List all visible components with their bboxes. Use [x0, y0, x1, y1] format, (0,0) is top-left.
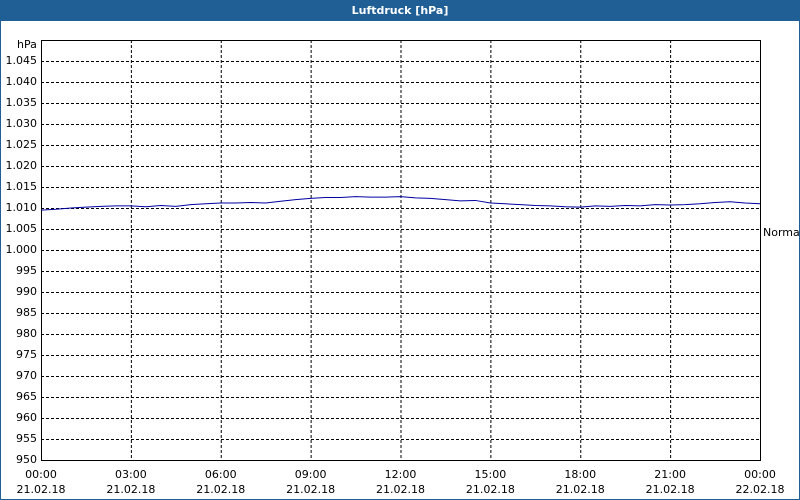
x-tick-label: 21.02.18: [106, 483, 155, 496]
title-bar: [0, 0, 800, 20]
x-tick-label: 03:00: [115, 468, 147, 481]
x-tick-label: 22.02.18: [736, 483, 785, 496]
y-tick-label: 955: [16, 432, 37, 445]
chart-title: Luftdruck [hPa]: [352, 4, 449, 17]
x-tick-label: 21.02.18: [466, 483, 515, 496]
y-tick-label: 960: [16, 411, 37, 424]
y-tick-label: 970: [16, 369, 37, 382]
y-tick-label: 1.010: [6, 201, 38, 214]
y-tick-label: 995: [16, 264, 37, 277]
x-tick-label: 21:00: [654, 468, 686, 481]
y-tick-label: 1.030: [6, 117, 38, 130]
y-tick-label: 1.040: [6, 75, 38, 88]
x-tick-label: 00:00: [25, 468, 57, 481]
x-tick-label: 00:00: [744, 468, 776, 481]
y-tick-label: 1.015: [6, 180, 38, 193]
x-tick-label: 21.02.18: [556, 483, 605, 496]
data-line: [40, 196, 761, 211]
annotation: Normal: [763, 226, 800, 239]
x-tick-label: 21.02.18: [17, 483, 66, 496]
y-tick-label: 990: [16, 285, 37, 298]
y-tick-label: 950: [16, 453, 37, 466]
plot-border: [41, 40, 761, 461]
x-tick-label: 12:00: [385, 468, 417, 481]
y-tick-label: 965: [16, 390, 37, 403]
y-tick-label: 980: [16, 327, 37, 340]
x-tick-label: 18:00: [564, 468, 596, 481]
y-tick-label: 1.020: [6, 159, 38, 172]
x-tick-label: 09:00: [295, 468, 327, 481]
frame: [0, 20, 800, 500]
y-tick-label: 1.025: [6, 138, 38, 151]
x-tick-label: 21.02.18: [286, 483, 335, 496]
x-tick-label: 15:00: [475, 468, 507, 481]
x-tick-label: 21.02.18: [646, 483, 695, 496]
y-tick-label: 1.035: [6, 96, 38, 109]
y-tick-label: 975: [16, 348, 37, 361]
y-unit: hPa: [17, 38, 37, 51]
y-tick-label: 985: [16, 306, 37, 319]
x-tick-label: 21.02.18: [376, 483, 425, 496]
x-tick-label: 06:00: [205, 468, 237, 481]
y-tick-label: 1.045: [6, 54, 38, 67]
x-tick-label: 21.02.18: [196, 483, 245, 496]
y-tick-label: 1.005: [6, 222, 38, 235]
y-tick-label: 1.000: [6, 243, 38, 256]
